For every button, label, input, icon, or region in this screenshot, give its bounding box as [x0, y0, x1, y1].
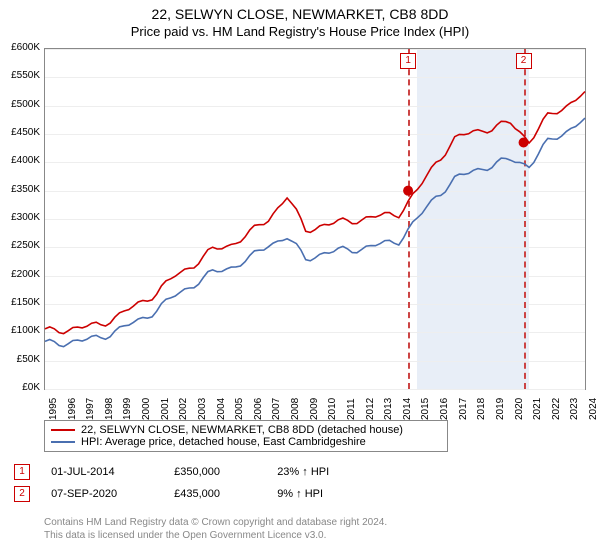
footer-line-2: This data is licensed under the Open Gov…	[44, 529, 387, 542]
y-tick-label: £400K	[0, 155, 40, 166]
chart-marker-box: 1	[400, 53, 416, 69]
event-date: 07-SEP-2020	[51, 488, 171, 500]
x-tick-label: 2000	[141, 398, 152, 420]
x-tick-label: 2012	[365, 398, 376, 420]
y-tick-label: £250K	[0, 240, 40, 251]
y-tick-label: £350K	[0, 184, 40, 195]
x-tick-label: 2009	[309, 398, 320, 420]
x-tick-label: 2016	[439, 398, 450, 420]
event-row-1: 1 01-JUL-2014 £350,000 23% ↑ HPI	[14, 464, 586, 480]
y-tick-label: £100K	[0, 325, 40, 336]
event-price: £435,000	[174, 488, 274, 500]
x-tick-label: 2003	[197, 398, 208, 420]
event-price: £350,000	[174, 466, 274, 478]
event-marker-icon: 1	[14, 464, 30, 480]
x-tick-label: 2011	[346, 398, 357, 420]
footer-line-1: Contains HM Land Registry data © Crown c…	[44, 516, 387, 529]
x-tick-label: 1998	[104, 398, 115, 420]
y-tick-label: £50K	[0, 354, 40, 365]
x-tick-label: 2014	[402, 398, 413, 420]
x-tick-label: 2022	[551, 398, 562, 420]
x-tick-label: 2020	[514, 398, 525, 420]
y-tick-label: £150K	[0, 297, 40, 308]
x-tick-label: 2007	[271, 398, 282, 420]
event-delta: 9% ↑ HPI	[277, 488, 377, 500]
chart-svg	[45, 49, 585, 389]
chart-plot-area: 12	[44, 48, 586, 390]
sale-point-icon	[403, 186, 413, 196]
x-tick-label: 2004	[216, 398, 227, 420]
x-tick-label: 2024	[588, 398, 599, 420]
event-marker-icon: 2	[14, 486, 30, 502]
y-tick-label: £0K	[0, 382, 40, 393]
page-subtitle: Price paid vs. HM Land Registry's House …	[0, 22, 600, 39]
x-tick-label: 2005	[234, 398, 245, 420]
x-tick-label: 2001	[160, 398, 171, 420]
legend-box: 22, SELWYN CLOSE, NEWMARKET, CB8 8DD (de…	[44, 420, 448, 452]
x-tick-label: 1995	[48, 398, 59, 420]
x-tick-label: 2010	[327, 398, 338, 420]
sale-point-icon	[519, 138, 529, 148]
x-tick-label: 2013	[383, 398, 394, 420]
x-tick-label: 2021	[532, 398, 543, 420]
legend-swatch-icon	[51, 429, 75, 431]
series-line	[45, 92, 585, 334]
y-tick-label: £500K	[0, 99, 40, 110]
y-tick-label: £550K	[0, 70, 40, 81]
event-delta: 23% ↑ HPI	[277, 466, 377, 478]
x-tick-label: 2023	[569, 398, 580, 420]
footer-text: Contains HM Land Registry data © Crown c…	[44, 516, 387, 542]
x-tick-label: 2018	[476, 398, 487, 420]
legend-row: HPI: Average price, detached house, East…	[51, 436, 441, 448]
legend-label: 22, SELWYN CLOSE, NEWMARKET, CB8 8DD (de…	[81, 424, 403, 436]
x-tick-label: 1999	[122, 398, 133, 420]
legend-row: 22, SELWYN CLOSE, NEWMARKET, CB8 8DD (de…	[51, 424, 441, 436]
page-title: 22, SELWYN CLOSE, NEWMARKET, CB8 8DD	[0, 0, 600, 22]
legend-swatch-icon	[51, 441, 75, 443]
y-tick-label: £600K	[0, 42, 40, 53]
event-date: 01-JUL-2014	[51, 466, 171, 478]
x-tick-label: 1997	[85, 398, 96, 420]
legend-label: HPI: Average price, detached house, East…	[81, 436, 366, 448]
x-tick-label: 2017	[458, 398, 469, 420]
x-tick-label: 2002	[178, 398, 189, 420]
x-tick-label: 2008	[290, 398, 301, 420]
y-tick-label: £450K	[0, 127, 40, 138]
y-tick-label: £300K	[0, 212, 40, 223]
x-tick-label: 2015	[420, 398, 431, 420]
y-tick-label: £200K	[0, 269, 40, 280]
x-tick-label: 2019	[495, 398, 506, 420]
x-tick-label: 1996	[67, 398, 78, 420]
series-line	[45, 118, 585, 347]
chart-marker-box: 2	[516, 53, 532, 69]
x-tick-label: 2006	[253, 398, 264, 420]
event-row-2: 2 07-SEP-2020 £435,000 9% ↑ HPI	[14, 486, 586, 502]
